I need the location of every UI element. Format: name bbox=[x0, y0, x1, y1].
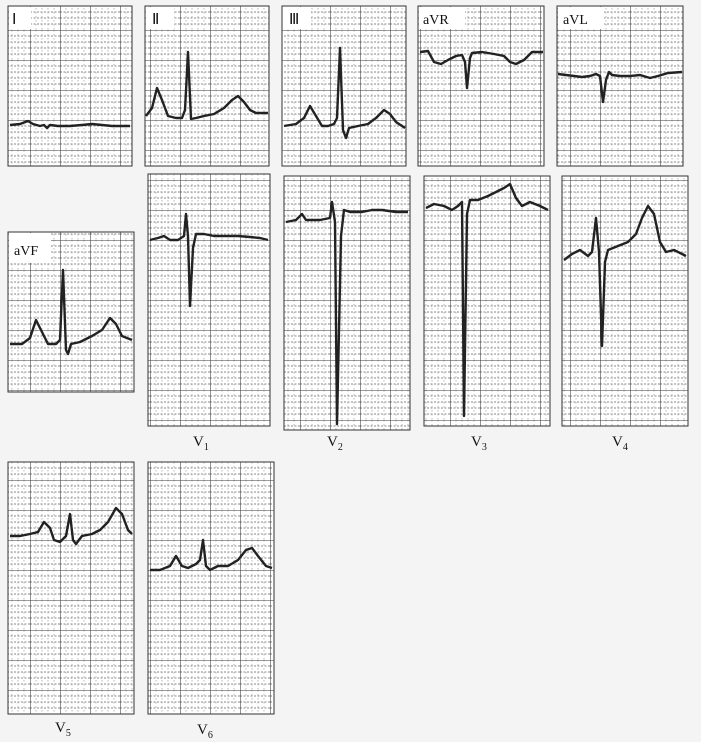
lead-panel-i: Ⅰ bbox=[7, 5, 133, 167]
lead-panel-v6: V6 bbox=[147, 461, 275, 741]
ecg-trace bbox=[557, 70, 683, 104]
grid-panel bbox=[423, 175, 551, 427]
lead-panel-v4: V4 bbox=[561, 175, 689, 453]
lead-label-avf: aVF bbox=[14, 244, 38, 259]
lead-panel-v1: V1 bbox=[147, 173, 271, 453]
ecg-trace bbox=[150, 538, 273, 572]
ecg-trace bbox=[419, 49, 543, 90]
grid-panel bbox=[144, 5, 270, 167]
lead-label-avr: aVR bbox=[423, 13, 449, 28]
lead-panel-iii: Ⅲ bbox=[281, 5, 407, 167]
lead-label-ii: Ⅱ bbox=[152, 12, 159, 28]
grid-panel bbox=[281, 5, 407, 167]
grid-panel bbox=[147, 461, 275, 715]
grid-panel bbox=[147, 173, 271, 427]
lead-caption-v3: V3 bbox=[471, 434, 487, 453]
ecg-trace bbox=[563, 204, 687, 348]
lead-panel-ii: Ⅱ bbox=[144, 5, 270, 167]
lead-caption-v4: V4 bbox=[612, 434, 628, 453]
ecg-trace bbox=[425, 182, 549, 418]
grid-panel bbox=[417, 5, 545, 167]
grid-panel bbox=[7, 461, 135, 715]
lead-panel-v5: V5 bbox=[7, 461, 135, 739]
lead-caption-v2: V2 bbox=[327, 434, 343, 453]
lead-caption-v1: V1 bbox=[193, 434, 209, 453]
ecg-trace bbox=[10, 268, 133, 356]
lead-panel-v3: V3 bbox=[423, 175, 551, 453]
ecg-trace bbox=[283, 46, 406, 140]
ecg-trace bbox=[9, 119, 130, 130]
ecg-trace bbox=[10, 506, 133, 546]
lead-panel-avf: aVF bbox=[7, 231, 135, 393]
ecg-trace bbox=[145, 50, 268, 121]
lead-panel-avr: aVR bbox=[417, 5, 545, 167]
lead-label-i: Ⅰ bbox=[12, 12, 16, 28]
lead-label-avl: aVL bbox=[563, 13, 588, 28]
lead-caption-v5: V5 bbox=[55, 720, 71, 739]
lead-panel-avl: aVL bbox=[556, 5, 684, 167]
ecg-trace bbox=[149, 212, 269, 308]
grid-panel bbox=[7, 5, 133, 167]
lead-panel-v2: V2 bbox=[283, 175, 411, 453]
lead-label-iii: Ⅲ bbox=[289, 12, 299, 28]
lead-caption-v6: V6 bbox=[197, 722, 213, 741]
grid-panel bbox=[556, 5, 684, 167]
grid-panel bbox=[561, 175, 689, 427]
ecg-trace bbox=[285, 200, 408, 426]
